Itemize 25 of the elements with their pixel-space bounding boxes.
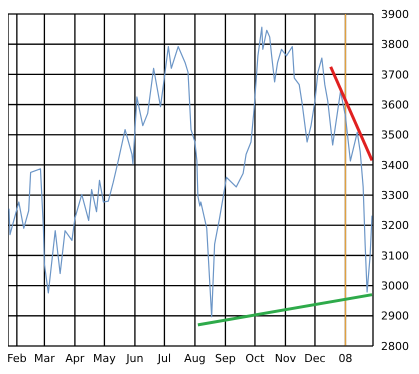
x-tick-label: Aug [184,352,206,365]
x-tick-label: Mar [34,352,56,365]
y-tick-label: 3800 [381,38,409,52]
x-tick-label: 08 [338,352,352,365]
y-tick-label: 3900 [381,8,409,21]
x-tick-label: Jul [156,352,172,365]
y-tick-label: 3400 [381,158,409,172]
y-tick-label: 3300 [381,188,409,202]
y-tick-label: 3000 [381,280,409,293]
x-tick-label: May [93,352,116,365]
y-tick-label: 3600 [381,98,409,112]
x-tick-label: Feb [7,352,27,365]
x-tick-label: Nov [274,352,297,365]
x-tick-label: Sep [215,352,236,365]
y-tick-label: 3100 [381,249,409,262]
y-tick-label: 3500 [381,128,409,142]
y-tick-label: 3700 [381,68,409,82]
line-series [8,26,373,318]
y-tick-label: 3200 [381,219,409,232]
x-tick-label: Jun [125,352,144,365]
y-tick-label: 2800 [381,340,409,353]
x-tick-label: Dec [304,352,326,365]
y-tick-label: 2900 [381,310,409,323]
x-tick-label: Apr [65,352,85,365]
x-tick-label: Oct [245,352,266,365]
